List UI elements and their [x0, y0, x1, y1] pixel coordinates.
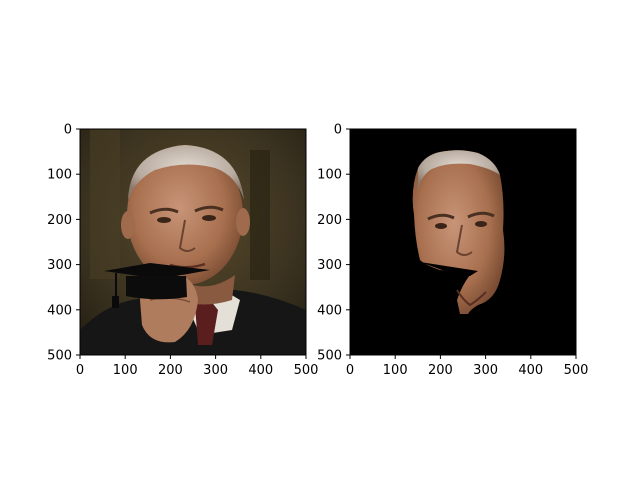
left-panel: 0 100 200 300 400 500 0 100 200 300 400 500	[47, 123, 318, 379]
right-panel: 0 100 200 300 400 500 0 100 200 300 400 500	[317, 123, 588, 379]
left-y-tick-label: 500	[47, 349, 72, 364]
left-y-tick-label: 100	[47, 168, 72, 183]
left-x-tick-label: 400	[248, 363, 273, 378]
segmentation-mask-image	[350, 129, 576, 355]
left-x-tick-label: 300	[203, 363, 228, 378]
left-y-tick-label: 400	[47, 303, 72, 318]
right-y-tick-label: 100	[317, 168, 342, 183]
left-axes: 0 100 200 300 400 500 0 100 200 300 400 500	[47, 123, 318, 379]
right-axes-frame	[349, 128, 577, 356]
left-x-tick-label: 0	[76, 363, 84, 378]
right-x-tick-label: 200	[428, 363, 453, 378]
left-x-tick-label: 100	[113, 363, 138, 378]
right-y-tick-label: 300	[317, 258, 342, 273]
right-x-tick-label: 0	[346, 363, 354, 378]
left-x-tick-label: 200	[158, 363, 183, 378]
left-y-tick-label: 300	[47, 258, 72, 273]
right-x-tick-label: 400	[518, 363, 543, 378]
right-x-tick-label: 500	[564, 363, 589, 378]
right-x-tick-label: 100	[383, 363, 408, 378]
cap-board	[104, 263, 210, 279]
right-y-tick-label: 400	[317, 303, 342, 318]
cap-base	[126, 276, 187, 300]
right-y-tick-label: 200	[317, 213, 342, 228]
right-y-tick-label: 500	[317, 349, 342, 364]
right-x-tick-label: 300	[473, 363, 498, 378]
left-y-tick-label: 0	[64, 123, 72, 138]
left-axes-frame	[79, 128, 307, 356]
portrait-image	[80, 129, 306, 355]
right-axes: 0 100 200 300 400 500 0 100 200 300 400 500	[317, 123, 588, 379]
left-x-tick-label: 500	[294, 363, 319, 378]
left-y-tick-label: 200	[47, 213, 72, 228]
right-y-tick-label: 0	[334, 123, 342, 138]
